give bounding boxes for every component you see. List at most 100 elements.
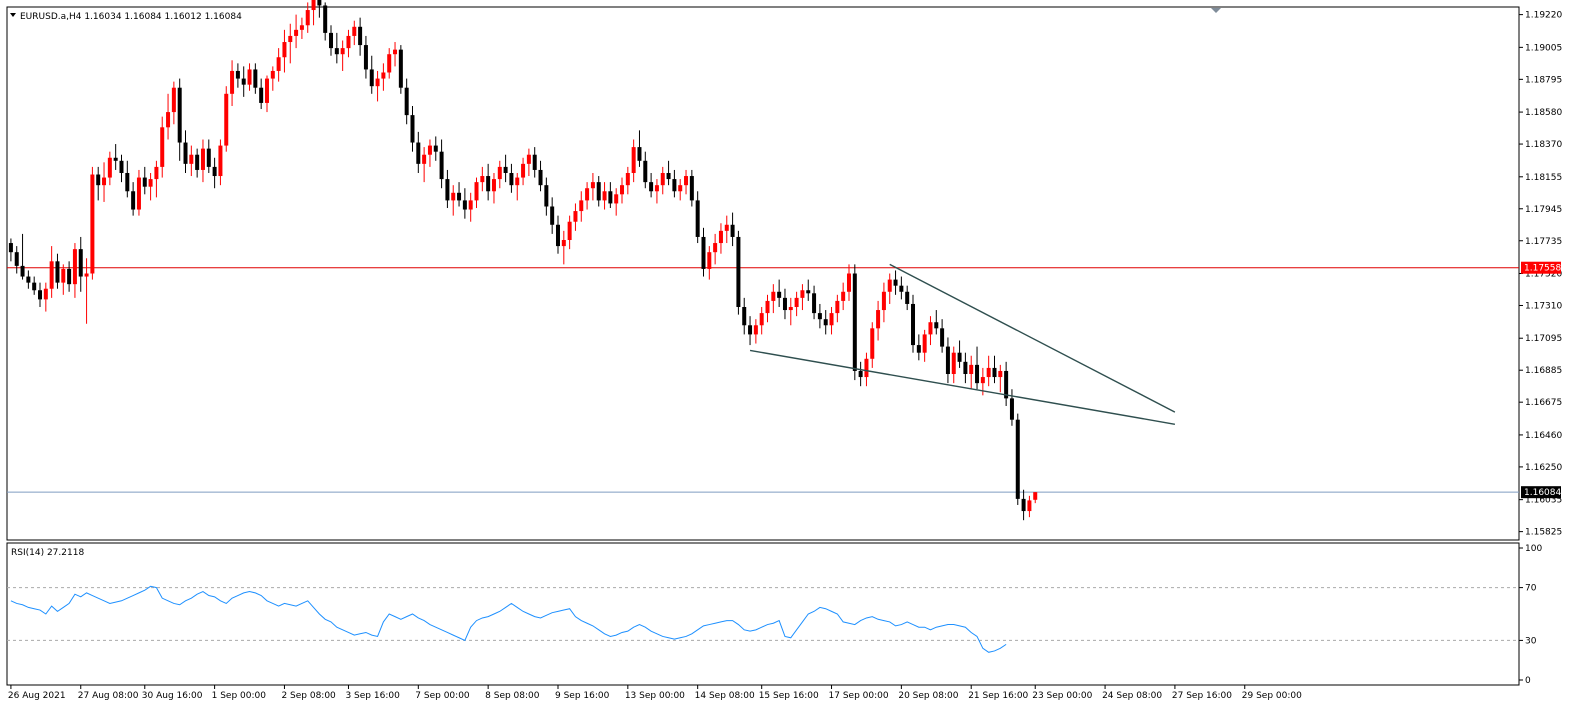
time-tick-label: 15 Sep 16:00 — [759, 691, 819, 701]
candle-body — [457, 192, 462, 201]
candle-body — [998, 370, 1003, 378]
price-tick-label: 1.18580 — [1525, 108, 1562, 118]
candle-body — [881, 291, 886, 311]
candle-body — [532, 154, 537, 170]
candle-body — [142, 177, 147, 187]
candle-body — [835, 300, 840, 314]
price-tag-label: 1.17558 — [1524, 264, 1561, 274]
price-tick-label: 1.16035 — [1525, 496, 1562, 506]
candle-body — [55, 261, 60, 283]
candle-body — [928, 322, 933, 335]
candle-body — [1004, 370, 1009, 399]
candle-body — [61, 268, 66, 283]
time-axis: 26 Aug 2021 27 Aug 08:00 30 Aug 16:00 1 Sep… — [8, 685, 1302, 701]
price-tags: 1.17558 1.16084 — [1521, 261, 1561, 499]
candle-body — [125, 172, 130, 192]
candle-body — [72, 249, 77, 285]
candle-body — [299, 25, 304, 30]
candle-body — [422, 154, 427, 164]
candle-body — [905, 291, 910, 304]
candle-body — [329, 32, 334, 49]
candle-body — [579, 200, 584, 212]
time-tick-label: 2 Sep 08:00 — [281, 691, 336, 701]
time-tick-label: 1 Sep 00:00 — [212, 691, 267, 701]
candle-body — [637, 147, 642, 161]
candle-body — [951, 352, 956, 375]
candle-body — [521, 163, 526, 178]
candle-body — [195, 154, 200, 170]
price-tick-label: 1.17735 — [1525, 237, 1562, 247]
price-tick-label: 1.16885 — [1525, 366, 1562, 376]
rsi-tick-label: 70 — [1525, 584, 1537, 594]
candle-body — [451, 192, 456, 201]
candle-body — [317, 0, 322, 6]
candle-body — [276, 57, 281, 71]
candle-body — [945, 346, 950, 375]
candle-body — [393, 49, 398, 55]
candle-body — [899, 285, 904, 292]
rsi-tick-label: 100 — [1525, 544, 1542, 554]
chevron-down-icon[interactable] — [10, 13, 16, 17]
candle-body — [759, 313, 764, 326]
candle-body — [870, 328, 875, 359]
candle-body — [107, 157, 112, 178]
candle-body — [1027, 500, 1032, 512]
candle-body — [445, 179, 450, 201]
candle-body — [375, 78, 380, 87]
trendline[interactable] — [749, 349, 1176, 425]
candle-body — [1021, 498, 1026, 512]
candle-body — [730, 224, 735, 237]
candle-body — [585, 188, 590, 201]
candle-body — [788, 307, 793, 311]
candle-body — [841, 291, 846, 301]
candle-body — [567, 221, 572, 240]
candle-body — [666, 172, 671, 180]
price-tick-label: 1.18370 — [1525, 140, 1562, 150]
candle-body — [352, 26, 357, 36]
candle-body — [509, 172, 514, 186]
price-tick-label: 1.19220 — [1525, 11, 1562, 21]
rsi-pane-frame — [6, 542, 1520, 686]
candle-body — [660, 172, 665, 186]
candle-body — [573, 211, 578, 222]
candle-body — [381, 72, 386, 79]
candle-body — [189, 154, 194, 164]
candle-body — [846, 273, 851, 292]
price-tick-label: 1.15825 — [1525, 528, 1562, 538]
candle-body — [672, 179, 677, 192]
candle-body — [346, 35, 351, 49]
candle-body — [765, 300, 770, 314]
candle-body — [503, 166, 508, 173]
candle-body — [38, 290, 43, 300]
candle-body — [561, 239, 566, 247]
candle-body — [20, 265, 25, 277]
candle-body — [334, 48, 339, 55]
candle-body — [113, 157, 118, 161]
price-tick-label: 1.16250 — [1525, 463, 1562, 473]
candle-body — [218, 145, 223, 177]
candle-body — [171, 87, 176, 113]
candle-body — [323, 5, 328, 33]
horizontal-lines — [7, 267, 1519, 493]
trendlines[interactable] — [749, 263, 1176, 425]
candle-body — [963, 361, 968, 375]
trendline[interactable] — [889, 263, 1176, 413]
time-tick-label: 3 Sep 16:00 — [345, 691, 400, 701]
candle-body — [468, 200, 473, 210]
candle-body — [608, 191, 613, 204]
candle-body — [136, 177, 141, 210]
candle-body — [78, 249, 83, 277]
candle-body — [387, 54, 392, 73]
rsi-tick-label: 30 — [1525, 636, 1537, 646]
candle-body — [96, 174, 101, 186]
candle-body — [259, 87, 264, 103]
candle-body — [777, 291, 782, 298]
time-tick-label: 26 Aug 2021 — [8, 691, 66, 701]
chart-shift-marker-icon[interactable] — [1211, 8, 1221, 13]
candle-body — [131, 191, 136, 210]
rsi-line — [10, 585, 1007, 653]
time-tick-label: 21 Sep 16:00 — [968, 691, 1028, 701]
candle-body — [67, 268, 72, 285]
